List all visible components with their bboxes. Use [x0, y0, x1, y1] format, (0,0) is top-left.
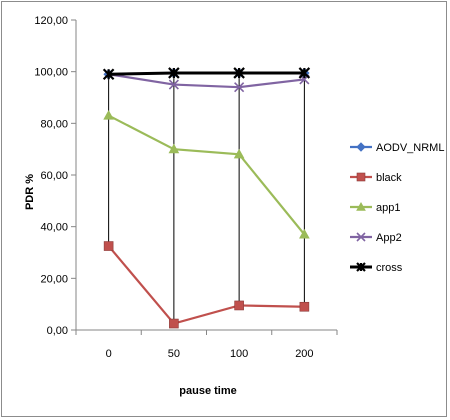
y-tick-label: 20,00 — [40, 273, 68, 285]
legend-item: app1 — [350, 201, 400, 214]
series-black — [103, 241, 310, 329]
axes — [75, 20, 337, 331]
data-point — [299, 228, 310, 239]
series-line — [108, 71, 305, 76]
data-point — [299, 301, 310, 312]
data-point — [169, 318, 179, 329]
legend-item: cross — [350, 262, 403, 274]
data-point — [234, 300, 244, 311]
data-point — [234, 82, 245, 93]
data-point — [168, 79, 179, 90]
legend-marker — [356, 262, 366, 272]
legend-item: AODV_NRML — [350, 142, 444, 154]
data-point — [103, 110, 114, 120]
y-axis-title: PDR % — [24, 174, 36, 210]
x-axis-ticks: 0 50 100 200 — [75, 330, 338, 360]
legend-marker — [356, 201, 366, 211]
legend-label: black — [376, 172, 402, 184]
y-tick-label: 60,00 — [40, 170, 68, 182]
data-point — [103, 241, 114, 251]
legend-item: App2 — [350, 232, 402, 244]
series-cross — [102, 67, 311, 81]
data-point — [168, 67, 180, 79]
legend-label: cross — [376, 262, 403, 274]
legend-label: App2 — [376, 232, 402, 244]
legend-label: AODV_NRML — [376, 142, 444, 154]
series-line — [107, 245, 305, 325]
legend-marker — [356, 142, 366, 152]
y-tick-label: 40,00 — [40, 222, 68, 234]
y-tick-label: 0,00 — [47, 325, 68, 337]
legend-marker — [356, 232, 366, 242]
legend-marker — [356, 172, 366, 182]
x-tick-label: 200 — [295, 348, 313, 360]
legend-label: app1 — [376, 202, 400, 214]
data-point — [168, 143, 180, 154]
y-tick-label: 100,00 — [34, 67, 68, 79]
y-tick-label: 80,00 — [40, 118, 68, 130]
data-point — [298, 67, 311, 79]
legend-item: black — [350, 172, 402, 184]
x-tick-label: 0 — [106, 348, 112, 360]
data-point — [102, 68, 115, 81]
drop-lines — [108, 72, 305, 324]
series-app1 — [103, 110, 310, 239]
series-line — [108, 73, 305, 89]
series-line — [108, 114, 306, 236]
y-axis-ticks: 0,00 20,00 40,00 60,00 80,00 100,00 120,00 — [34, 15, 76, 337]
x-tick-label: 100 — [230, 348, 248, 360]
data-point — [233, 148, 245, 159]
x-axis-title: pause time — [179, 385, 236, 397]
data-point — [233, 67, 245, 79]
y-tick-label: 120,00 — [34, 15, 68, 27]
x-tick-label: 50 — [168, 348, 180, 360]
series-lines — [102, 67, 311, 329]
